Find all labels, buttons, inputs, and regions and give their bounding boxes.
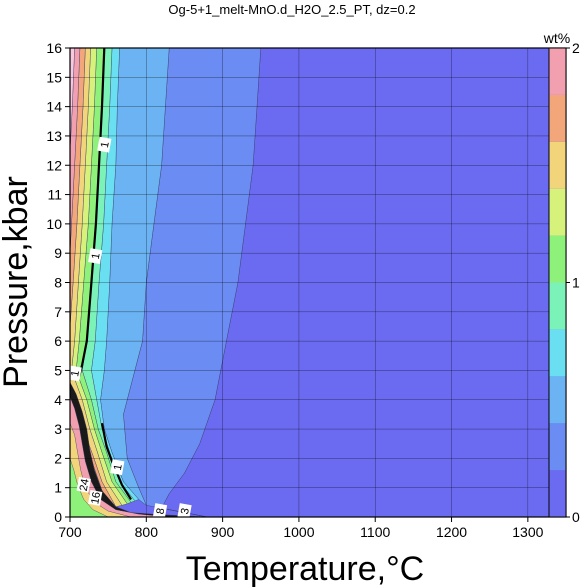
- y-tick-label: 10: [46, 216, 62, 232]
- y-tick-label: 12: [46, 157, 62, 173]
- contour-label-3: 1: [110, 459, 125, 476]
- y-tick-label: 3: [54, 421, 62, 437]
- contour-label-bg: [88, 489, 103, 506]
- colorbar-swatch-0: [549, 470, 566, 517]
- x-tick-label: 1300: [512, 524, 543, 540]
- y-tick-label: 0: [54, 509, 62, 525]
- y-tick-label: 11: [47, 187, 62, 203]
- contour-label-text: 8: [155, 507, 168, 515]
- contour-label-text: 24: [78, 478, 92, 492]
- y-axis-title: Pressure,kbar: [0, 176, 35, 388]
- colorbar-swatch-7: [549, 141, 566, 189]
- contour-label-text: 3: [179, 507, 192, 515]
- x-tick-label: 700: [58, 524, 82, 540]
- contour-label-5: 16: [88, 489, 103, 506]
- y-tick-label: 16: [46, 40, 62, 56]
- contour-label-bg: [177, 503, 192, 517]
- y-tick-label: 7: [54, 304, 62, 320]
- colorbar: wt% 0 1 2: [543, 30, 580, 525]
- y-tick-label: 2: [54, 450, 62, 466]
- colorbar-label: wt%: [543, 30, 570, 46]
- colorbar-ticks: 0 1 2: [566, 40, 580, 525]
- colorbar-swatch-2: [549, 376, 566, 424]
- contour-label-bg: [110, 459, 125, 476]
- colorbar-swatches: [548, 47, 567, 518]
- grid-lines: [70, 48, 566, 517]
- x-tick-label: 1100: [360, 524, 390, 540]
- colorbar-swatch-5: [549, 235, 566, 283]
- contour-label-text: 1: [99, 141, 112, 149]
- contour-label-7: 3: [177, 503, 192, 517]
- y-tick-label: 5: [54, 362, 62, 378]
- contour-label-0: 1: [97, 136, 112, 153]
- x-axis: 700 800 900 1000 1100 1200 1300: [58, 517, 544, 540]
- contour-label-text: 1: [112, 463, 125, 471]
- y-tick-label: 15: [46, 69, 62, 85]
- y-tick-label: 4: [54, 392, 62, 408]
- contour-label-bg: [76, 476, 91, 493]
- y-tick-label: 9: [54, 245, 62, 261]
- colorbar-swatch-8: [549, 94, 566, 142]
- x-axis-title: Temperature,°C: [186, 550, 424, 587]
- contour-label-bg: [97, 136, 112, 153]
- contour-label-4: 24: [76, 476, 92, 493]
- colorbar-swatch-3: [549, 329, 566, 377]
- y-tick-label: 13: [46, 128, 62, 144]
- x-tick-label: 800: [135, 524, 159, 540]
- contour-label-2: 1: [69, 365, 82, 382]
- y-tick-label: 8: [54, 275, 62, 291]
- colorbar-swatch-4: [549, 282, 566, 330]
- contour-label-bg: [70, 365, 82, 382]
- contour-label-text: 1: [69, 370, 82, 378]
- x-tick-label: 1000: [283, 524, 314, 540]
- contour-label-text: 1: [90, 252, 103, 260]
- x-tick-label: 1200: [436, 524, 467, 540]
- contour-label-bg: [152, 503, 168, 517]
- contour-label-1: 1: [88, 248, 103, 265]
- colorbar-tick-label: 1: [572, 275, 580, 291]
- colorbar-swatch-9: [549, 48, 566, 95]
- contour-region-14: [70, 458, 109, 517]
- colorbar-swatch-6: [549, 188, 566, 236]
- contour-label-6: 8: [152, 503, 168, 517]
- y-tick-label: 14: [46, 99, 62, 115]
- contour-label-bg: [88, 248, 103, 265]
- x-tick-label: 900: [211, 524, 235, 540]
- chart-title: Og-5+1_melt-MnO.d_H2O_2.5_PT, dz=0.2: [168, 2, 415, 17]
- colorbar-swatch-1: [549, 423, 566, 471]
- y-tick-label: 6: [54, 333, 62, 349]
- y-tick-label: 1: [54, 480, 62, 496]
- colorbar-tick-label: 0: [572, 509, 580, 525]
- contour-label-text: 16: [89, 491, 103, 505]
- colorbar-tick-label: 2: [572, 40, 580, 56]
